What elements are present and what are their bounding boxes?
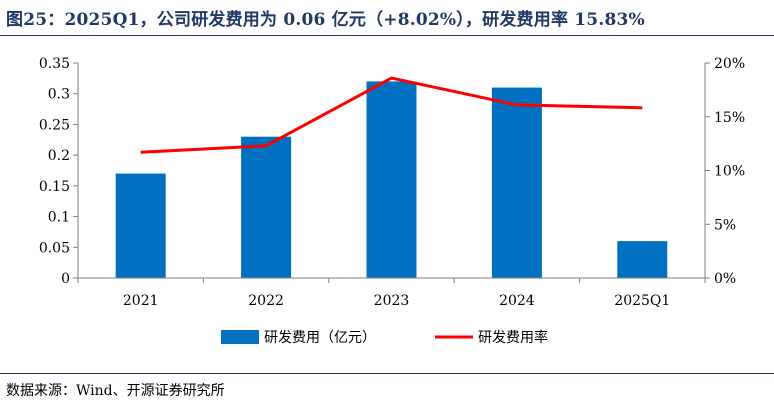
left-axis-ticks: 0 0.05 0.1 0.15 0.2 0.25 0.3 0.35 (39, 56, 70, 287)
x-tick-label: 2022 (248, 293, 284, 309)
title-divider (0, 35, 774, 36)
x-axis-ticks: 2021 2022 2023 2024 2025Q1 (123, 293, 670, 309)
left-tick-label: 0.35 (39, 56, 70, 72)
bar-2025q1 (617, 241, 668, 278)
left-tick-label: 0.1 (48, 210, 70, 226)
left-tick-label: 0.2 (48, 148, 70, 164)
x-tick-label: 2024 (499, 293, 535, 309)
footer-divider (0, 373, 774, 374)
figure-title: 图25：2025Q1，公司研发费用为 0.06 亿元（+8.02%），研发费用率… (6, 10, 645, 30)
legend-bar-swatch (221, 330, 259, 344)
right-tick-label: 0% (714, 271, 736, 287)
bar-2022 (241, 136, 292, 278)
source-note: 数据来源：Wind、开源证券研究所 (6, 383, 225, 399)
right-tick-label: 20% (714, 56, 745, 72)
left-tick-label: 0.15 (39, 179, 70, 195)
bar-2021 (115, 173, 166, 278)
legend: 研发费用（亿元） 研发费用率 (221, 329, 548, 346)
combo-chart: 0 0.05 0.1 0.15 0.2 0.25 0.3 0.35 0% 5% 10% 15% 20%… (39, 56, 745, 346)
left-tick-label: 0 (61, 271, 70, 287)
line-series (140, 76, 643, 154)
axes (73, 62, 710, 283)
left-tick-label: 0.3 (48, 87, 70, 103)
right-tick-label: 15% (714, 110, 745, 126)
right-axis-ticks: 0% 5% 10% 15% 20% (714, 56, 745, 287)
bar-series (115, 81, 668, 278)
x-tick-label: 2021 (123, 293, 159, 309)
left-tick-label: 0.05 (39, 240, 70, 256)
bar-2023 (366, 81, 417, 278)
legend-bar-label: 研发费用（亿元） (264, 330, 376, 346)
right-tick-label: 10% (714, 164, 745, 180)
x-tick-label: 2023 (374, 293, 410, 309)
left-tick-label: 0.25 (39, 117, 70, 133)
legend-line-label: 研发费用率 (478, 329, 548, 346)
bar-2024 (491, 87, 542, 278)
right-tick-label: 5% (714, 217, 736, 233)
x-tick-label: 2025Q1 (614, 293, 670, 309)
